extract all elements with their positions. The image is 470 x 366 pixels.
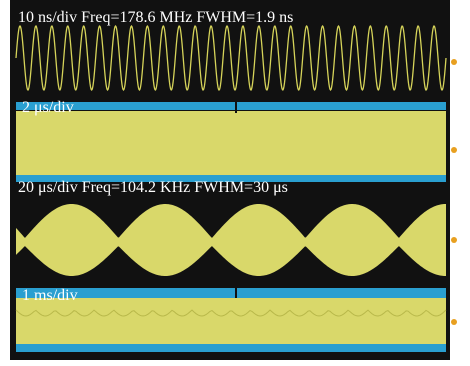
level-marker	[451, 319, 457, 325]
trace-fill	[16, 111, 446, 175]
trace-fill	[16, 298, 446, 344]
level-marker	[451, 147, 457, 153]
panel-label: 20 μs/div Freq=104.2 KHz FWHM=30 μs	[18, 179, 288, 196]
panel-label: 2 μs/div	[22, 99, 74, 116]
level-marker	[451, 237, 457, 243]
trace-band	[16, 102, 446, 110]
panel-label: 10 ns/div Freq=178.6 MHz FWHM=1.9 ns	[18, 9, 293, 26]
trace-band	[16, 288, 446, 298]
oscilloscope-figure: 10 ns/div Freq=178.6 MHz FWHM=1.9 ns 2 μ…	[0, 0, 470, 366]
level-marker	[451, 59, 457, 65]
panel-label: 1 ms/div	[22, 287, 78, 304]
trace-band	[16, 344, 446, 352]
